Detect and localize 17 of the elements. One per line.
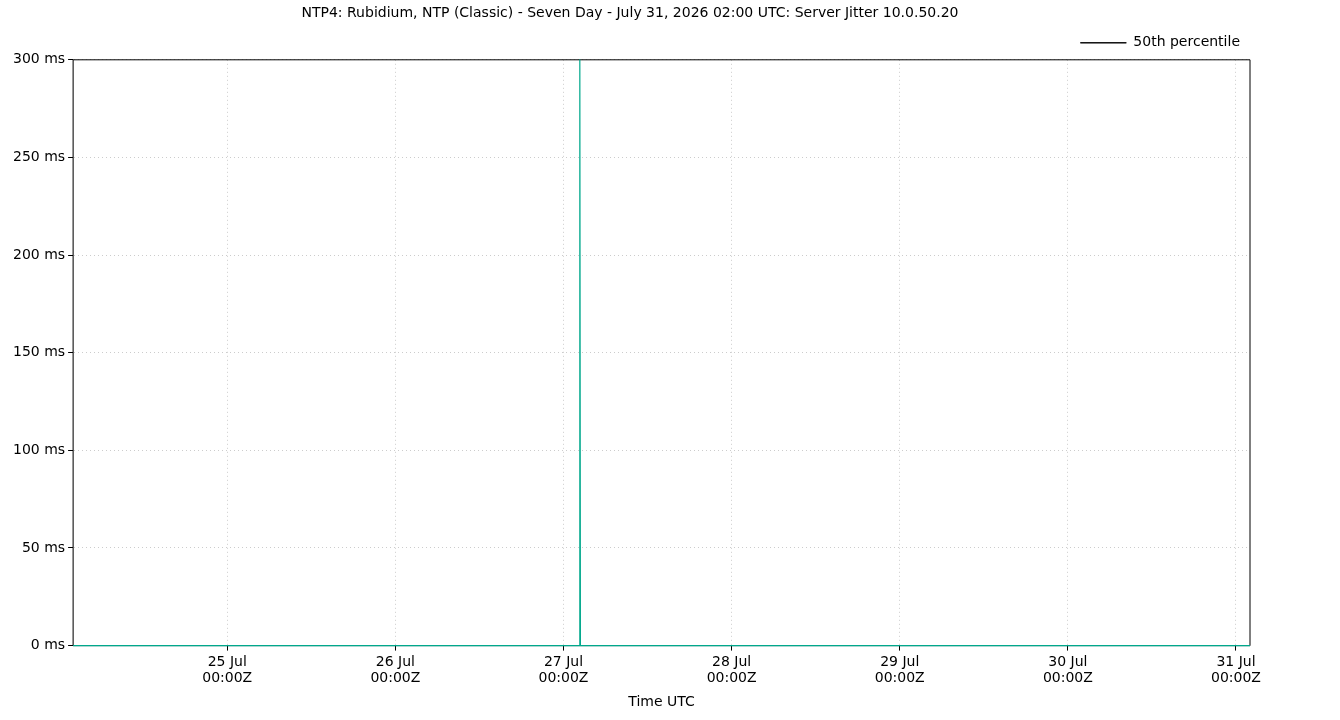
y-tick-label: 200 ms	[12, 245, 66, 262]
y-tick-label: 250 ms	[12, 148, 66, 165]
x-tick-label: 31 Jul 00:00Z	[1211, 652, 1261, 686]
x-tick-label: 30 Jul 00:00Z	[1042, 652, 1093, 686]
x-axis-title: Time UTC	[627, 693, 696, 710]
chart-title: NTP4: Rubidium, NTP (Classic) - Seven Day - July 31, 2026 02:00 UTC: Server Jitter 10.0.50.20	[301, 4, 959, 21]
x-tick-label: 25 Jul 00:00Z	[202, 652, 253, 686]
y-tick-label: 150 ms	[12, 343, 66, 360]
y-tick-label: 100 ms	[12, 440, 66, 457]
legend-label: 50th percentile	[1133, 33, 1240, 50]
x-tick-label: 29 Jul 00:00Z	[874, 652, 925, 686]
y-tick-label: 300 ms	[12, 50, 66, 67]
x-tick-label: 26 Jul 00:00Z	[370, 652, 421, 686]
y-tick-label: 0 ms	[30, 636, 66, 653]
x-tick-label: 28 Jul 00:00Z	[706, 652, 757, 686]
x-tick-label: 27 Jul 00:00Z	[538, 652, 589, 686]
y-tick-label: 50 ms	[21, 538, 66, 555]
